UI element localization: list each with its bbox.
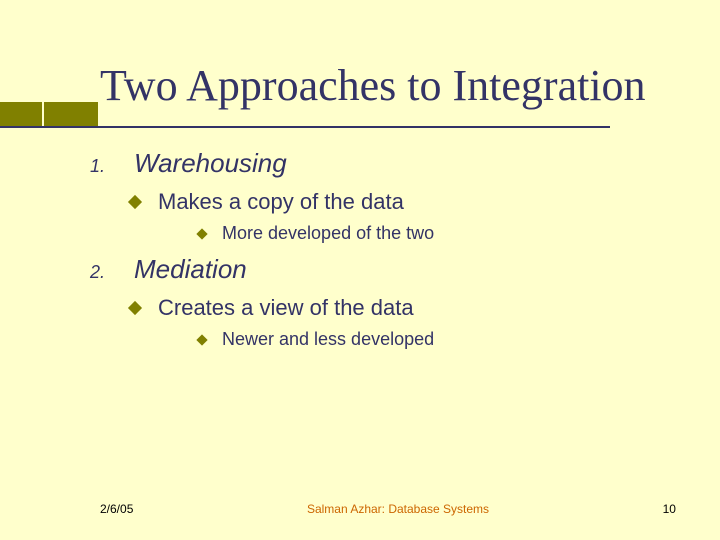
title-area: Two Approaches to Integration: [0, 0, 720, 111]
list-item-1: 1. Warehousing: [90, 148, 690, 179]
list-label: Newer and less developed: [222, 329, 434, 350]
diamond-bullet-icon: [128, 301, 142, 315]
footer-date: 2/6/05: [100, 502, 133, 516]
list-label: Makes a copy of the data: [158, 189, 404, 215]
list-label: More developed of the two: [222, 223, 434, 244]
list-label: Warehousing: [134, 148, 287, 179]
footer-page-number: 10: [663, 502, 676, 516]
list-number: 1.: [90, 156, 134, 177]
list-label: Creates a view of the data: [158, 295, 414, 321]
diamond-bullet-icon: [196, 334, 207, 345]
list-item-2: 2. Mediation: [90, 254, 690, 285]
footer: 2/6/05 Salman Azhar: Database Systems 10: [0, 502, 720, 516]
footer-author: Salman Azhar: Database Systems: [307, 502, 489, 516]
content-area: 1. Warehousing Makes a copy of the data …: [90, 148, 690, 360]
list-number: 2.: [90, 262, 134, 283]
list-item-1-1-1: More developed of the two: [198, 223, 690, 244]
diamond-bullet-icon: [196, 228, 207, 239]
diamond-bullet-icon: [128, 195, 142, 209]
list-item-2-1: Creates a view of the data: [130, 295, 690, 321]
title-underline: [0, 126, 610, 128]
list-label: Mediation: [134, 254, 247, 285]
list-item-2-1-1: Newer and less developed: [198, 329, 690, 350]
list-item-1-1: Makes a copy of the data: [130, 189, 690, 215]
slide-title: Two Approaches to Integration: [100, 60, 720, 111]
